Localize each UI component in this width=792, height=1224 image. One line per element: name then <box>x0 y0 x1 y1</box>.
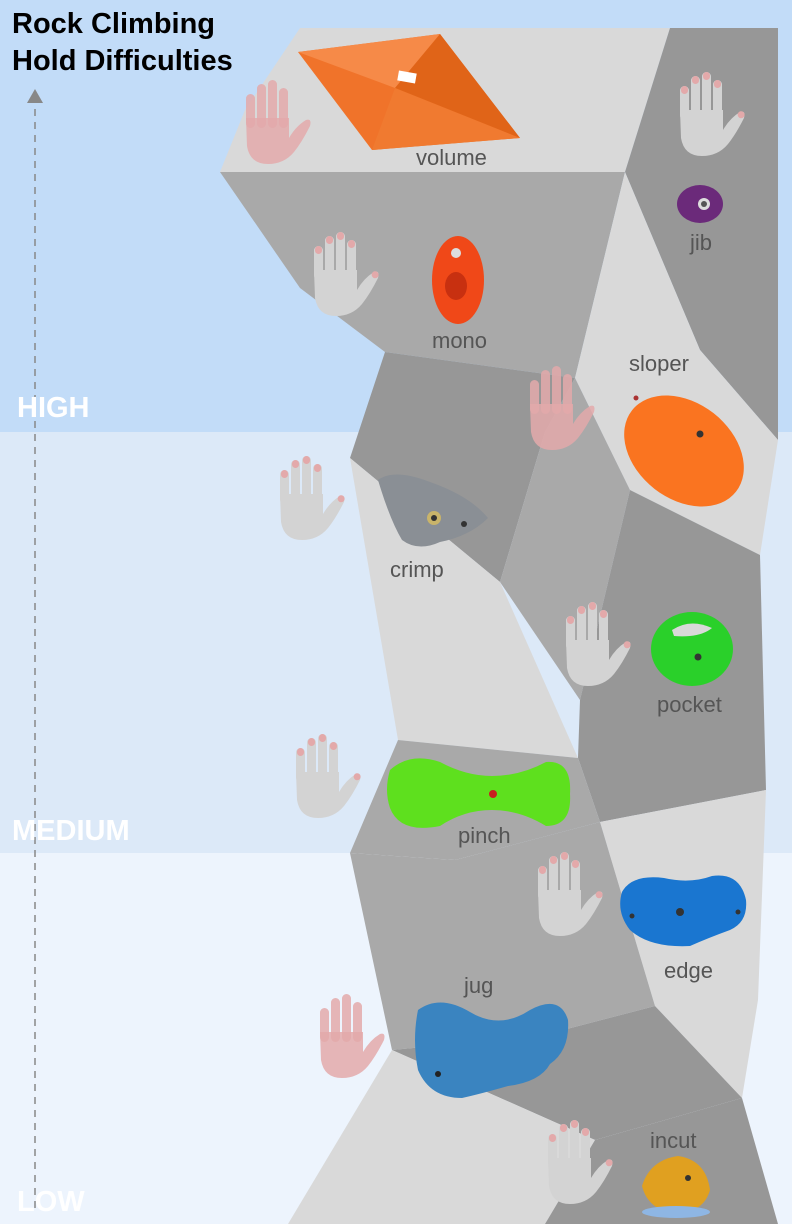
wall-facet <box>288 1050 595 1224</box>
wall-facet <box>220 172 625 378</box>
wall-facet <box>350 352 575 582</box>
hold-label-sloper: sloper <box>629 351 689 376</box>
hold-label-mono: mono <box>432 328 488 353</box>
hold-label-volume: volume <box>416 145 487 170</box>
hold-label-jib: jib <box>690 230 713 255</box>
hand-icon <box>280 456 346 540</box>
level-high-label: HIGH <box>17 392 90 424</box>
crimp-hold <box>378 474 488 547</box>
jib-hold <box>677 185 723 223</box>
level-medium-label: MEDIUM <box>12 815 130 847</box>
pocket-hold <box>651 612 733 686</box>
jug-hold <box>415 1002 569 1098</box>
wall-facet <box>500 378 630 700</box>
wall-facet <box>625 28 778 440</box>
hold-label-pinch: pinch <box>458 823 511 848</box>
pinch-hold <box>387 758 571 828</box>
volume-hold <box>298 34 520 150</box>
hold-label-pocket: pocket <box>657 692 722 717</box>
hold-label-incut: incut <box>650 1128 697 1153</box>
wall-facet <box>392 1006 742 1140</box>
level-low-label: LOW <box>17 1186 85 1218</box>
difficulty-arrowhead <box>27 89 43 103</box>
wall-facet <box>545 1098 778 1224</box>
hand-icon <box>296 734 362 818</box>
sloper-hold <box>624 395 744 507</box>
title-line-2: Hold Difficulties <box>12 45 233 77</box>
hold-label-jug: jug <box>464 973 494 998</box>
wall-facet <box>350 822 655 1050</box>
chart-title: Rock Climbing Hold Difficulties <box>12 6 233 80</box>
mono-hold <box>432 236 484 324</box>
hold-label-edge: edge <box>664 958 713 983</box>
hand-icon <box>320 994 385 1078</box>
title-line-1: Rock Climbing <box>12 8 216 40</box>
hold-label-crimp: crimp <box>390 557 444 582</box>
incut-hold <box>642 1156 710 1218</box>
edge-hold <box>620 875 747 947</box>
